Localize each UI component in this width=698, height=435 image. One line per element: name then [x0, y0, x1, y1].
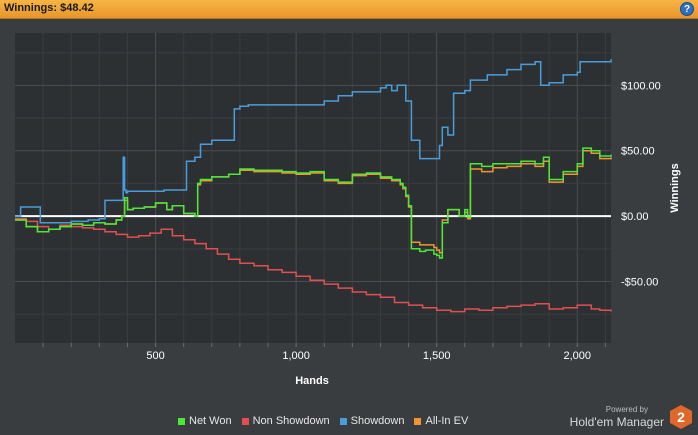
series-line-showdown	[15, 59, 612, 224]
legend-label: Non Showdown	[252, 415, 330, 427]
help-icon[interactable]: ?	[680, 2, 694, 16]
series-group	[15, 59, 612, 313]
x-tick-label: 1,500	[423, 350, 451, 362]
plot-area	[15, 33, 611, 343]
legend-label: Showdown	[350, 415, 405, 427]
series-line-non-showdown	[15, 217, 612, 313]
legend: Net Won Non Showdown Showdown All-In EV	[178, 415, 468, 427]
hm2-logo-icon: 2	[670, 405, 692, 429]
legend-swatch	[241, 417, 249, 425]
y-tick-label: $100.00	[621, 80, 661, 92]
y-tick-label: -$50.00	[621, 277, 658, 289]
series-line-net-won	[15, 147, 612, 259]
y-tick-label: $0.00	[621, 211, 649, 223]
winnings-chart: 500 1,000 1,500 2,000 $100.00 $50.00 $0.00 -$50…	[15, 33, 681, 387]
y-axis-label: Winnings	[669, 163, 681, 212]
x-tick-label: 500	[146, 350, 164, 362]
legend-label: Net Won	[189, 415, 232, 427]
legend-item[interactable]: Non Showdown	[241, 415, 330, 427]
y-tick-label: $50.00	[621, 146, 655, 158]
legend-swatch	[414, 417, 422, 425]
title-bar: Winnings: $48.42 ?	[0, 0, 698, 19]
legend-item[interactable]: All-In EV	[414, 415, 468, 427]
brand-logo: Powered by Hold'em Manager 2	[552, 403, 692, 431]
legend-label: All-In EV	[425, 415, 469, 427]
legend-swatch	[178, 417, 185, 425]
powered-by-text: Powered by	[605, 405, 648, 414]
ticks: 500 1,000 1,500 2,000 $100.00 $50.00 $0.00 -$50…	[15, 80, 661, 362]
legend-item[interactable]: Net Won	[178, 415, 232, 427]
brand-name: Hold'em Manager	[569, 415, 664, 429]
x-tick-label: 2,000	[563, 350, 591, 362]
x-axis-label: Hands	[295, 375, 329, 387]
legend-item[interactable]: Showdown	[339, 415, 405, 427]
x-tick-label: 1,000	[282, 350, 310, 362]
winnings-title: Winnings: $48.42	[4, 2, 94, 14]
legend-swatch	[339, 417, 347, 425]
